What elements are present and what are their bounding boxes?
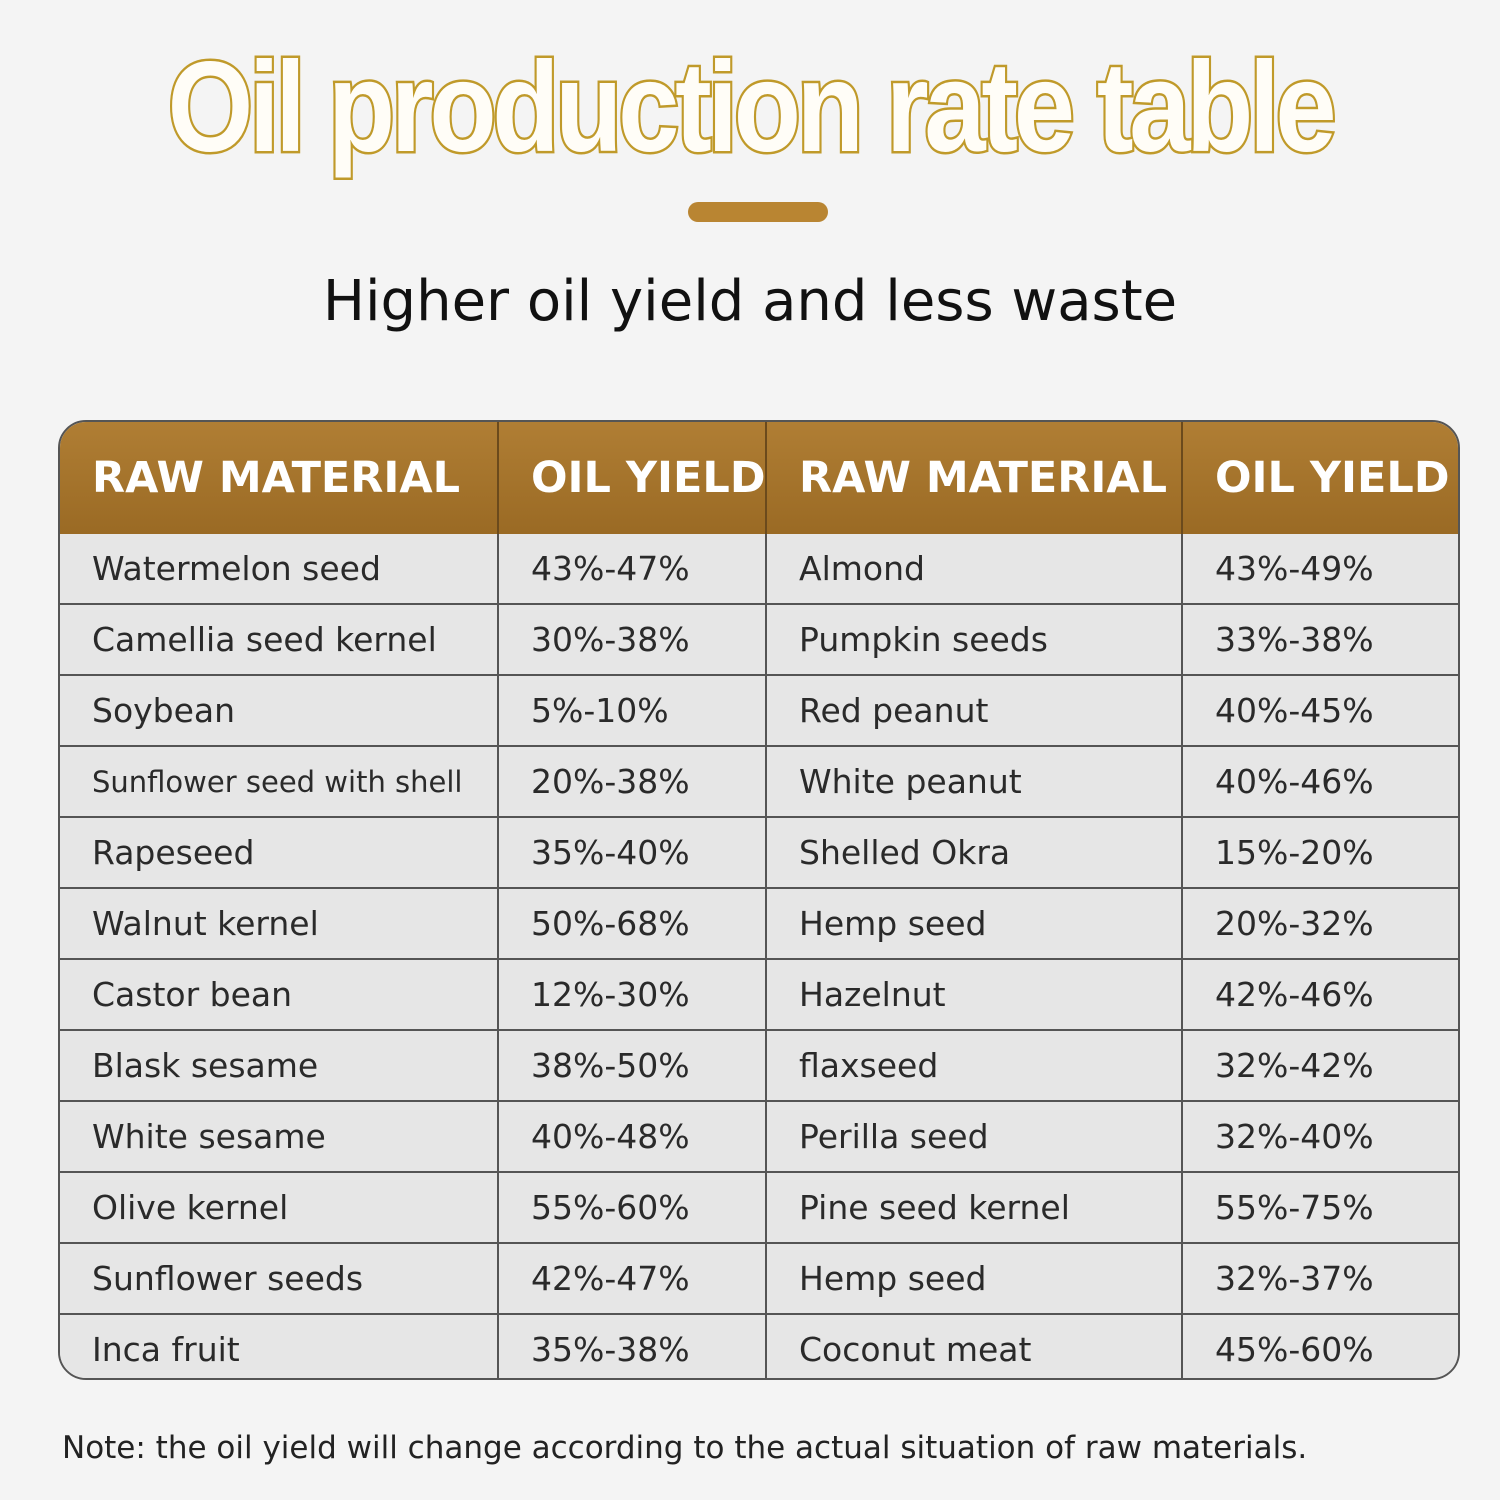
table-header-row: RAW MATERIAL OIL YIELD RAW MATERIAL OIL … [60,422,1458,534]
raw-material-cell: Blask sesame [60,1029,499,1101]
header-raw-material-1: RAW MATERIAL [60,422,499,534]
raw-material-cell: Hemp seed [766,1242,1183,1314]
oil-yield-cell: 32%-37% [1182,1242,1458,1314]
oil-yield-cell: 5%-10% [498,674,767,746]
raw-material-cell: White peanut [766,745,1183,817]
oil-yield-cell: 32%-40% [1182,1100,1458,1172]
oil-yield-cell: 40%-46% [1182,745,1458,817]
raw-material-cell: Soybean [60,674,499,746]
raw-material-cell: Olive kernel [60,1171,499,1243]
header-raw-material-2: RAW MATERIAL [766,422,1183,534]
oil-yield-cell: 33%-38% [1182,603,1458,675]
oil-yield-cell: 55%-75% [1182,1171,1458,1243]
raw-material-cell: Sunflower seeds [60,1242,499,1314]
oil-yield-cell: 45%-60% [1182,1313,1458,1378]
raw-material-cell: White sesame [60,1100,499,1172]
table-row: Inca fruit 35%-38% Coconut meat 45%-60% [60,1313,1458,1378]
table-row: Walnut kernel 50%-68% Hemp seed 20%-32% [60,887,1458,959]
raw-material-cell: Almond [766,534,1183,604]
table-row: Camellia seed kernel 30%-38% Pumpkin seeds… [60,603,1458,675]
oil-yield-cell: 42%-47% [498,1242,767,1314]
raw-material-cell: Castor bean [60,958,499,1030]
oil-yield-cell: 15%-20% [1182,816,1458,888]
raw-material-cell: Rapeseed [60,816,499,888]
header-oil-yield-1: OIL YIELD [498,422,767,534]
table-row: Blask sesame 38%-50% flaxseed 32%-42% [60,1029,1458,1101]
page-subtitle: Higher oil yield and less waste [322,269,1178,334]
raw-material-cell: Inca fruit [60,1313,499,1378]
footnote: Note: the oil yield will change accordin… [62,1430,1308,1466]
oil-yield-table: RAW MATERIAL OIL YIELD RAW MATERIAL OIL … [58,420,1460,1380]
table-row: White sesame 40%-48% Perilla seed 32%-40% [60,1100,1458,1172]
raw-material-cell: Hemp seed [766,887,1183,959]
oil-yield-cell: 20%-38% [498,745,767,817]
raw-material-cell: Walnut kernel [60,887,499,959]
raw-material-cell: Watermelon seed [60,534,499,604]
raw-material-cell: Coconut meat [766,1313,1183,1378]
title-divider-bar [688,202,828,222]
table-row: Soybean 5%-10% Red peanut 40%-45% [60,674,1458,746]
raw-material-cell: Sunflower seed with shell [60,745,499,817]
oil-yield-cell: 43%-47% [498,534,767,604]
oil-yield-cell: 12%-30% [498,958,767,1030]
header-oil-yield-2: OIL YIELD [1182,422,1458,534]
page-title: Oil production rate table [166,35,1339,180]
oil-yield-cell: 32%-42% [1182,1029,1458,1101]
raw-material-cell: Pine seed kernel [766,1171,1183,1243]
table-row: Watermelon seed 43%-47% Almond 43%-49% [60,534,1458,604]
raw-material-cell: Hazelnut [766,958,1183,1030]
raw-material-cell: Red peanut [766,674,1183,746]
raw-material-cell: Camellia seed kernel [60,603,499,675]
table-row: Castor bean 12%-30% Hazelnut 42%-46% [60,958,1458,1030]
oil-yield-cell: 50%-68% [498,887,767,959]
oil-yield-cell: 35%-38% [498,1313,767,1378]
raw-material-cell: Shelled Okra [766,816,1183,888]
table-row: Olive kernel 55%-60% Pine seed kernel 55%-7… [60,1171,1458,1243]
oil-yield-cell: 20%-32% [1182,887,1458,959]
raw-material-cell: Perilla seed [766,1100,1183,1172]
table-row: Rapeseed 35%-40% Shelled Okra 15%-20% [60,816,1458,888]
raw-material-cell: Pumpkin seeds [766,603,1183,675]
table-row: Sunflower seed with shell 20%-38% White pe… [60,745,1458,817]
oil-yield-cell: 38%-50% [498,1029,767,1101]
oil-yield-cell: 35%-40% [498,816,767,888]
raw-material-cell: flaxseed [766,1029,1183,1101]
oil-yield-cell: 43%-49% [1182,534,1458,604]
table-row: Sunflower seeds 42%-47% Hemp seed 32%-37% [60,1242,1458,1314]
oil-yield-cell: 30%-38% [498,603,767,675]
oil-yield-cell: 40%-48% [498,1100,767,1172]
oil-yield-cell: 42%-46% [1182,958,1458,1030]
oil-yield-cell: 40%-45% [1182,674,1458,746]
oil-yield-cell: 55%-60% [498,1171,767,1243]
